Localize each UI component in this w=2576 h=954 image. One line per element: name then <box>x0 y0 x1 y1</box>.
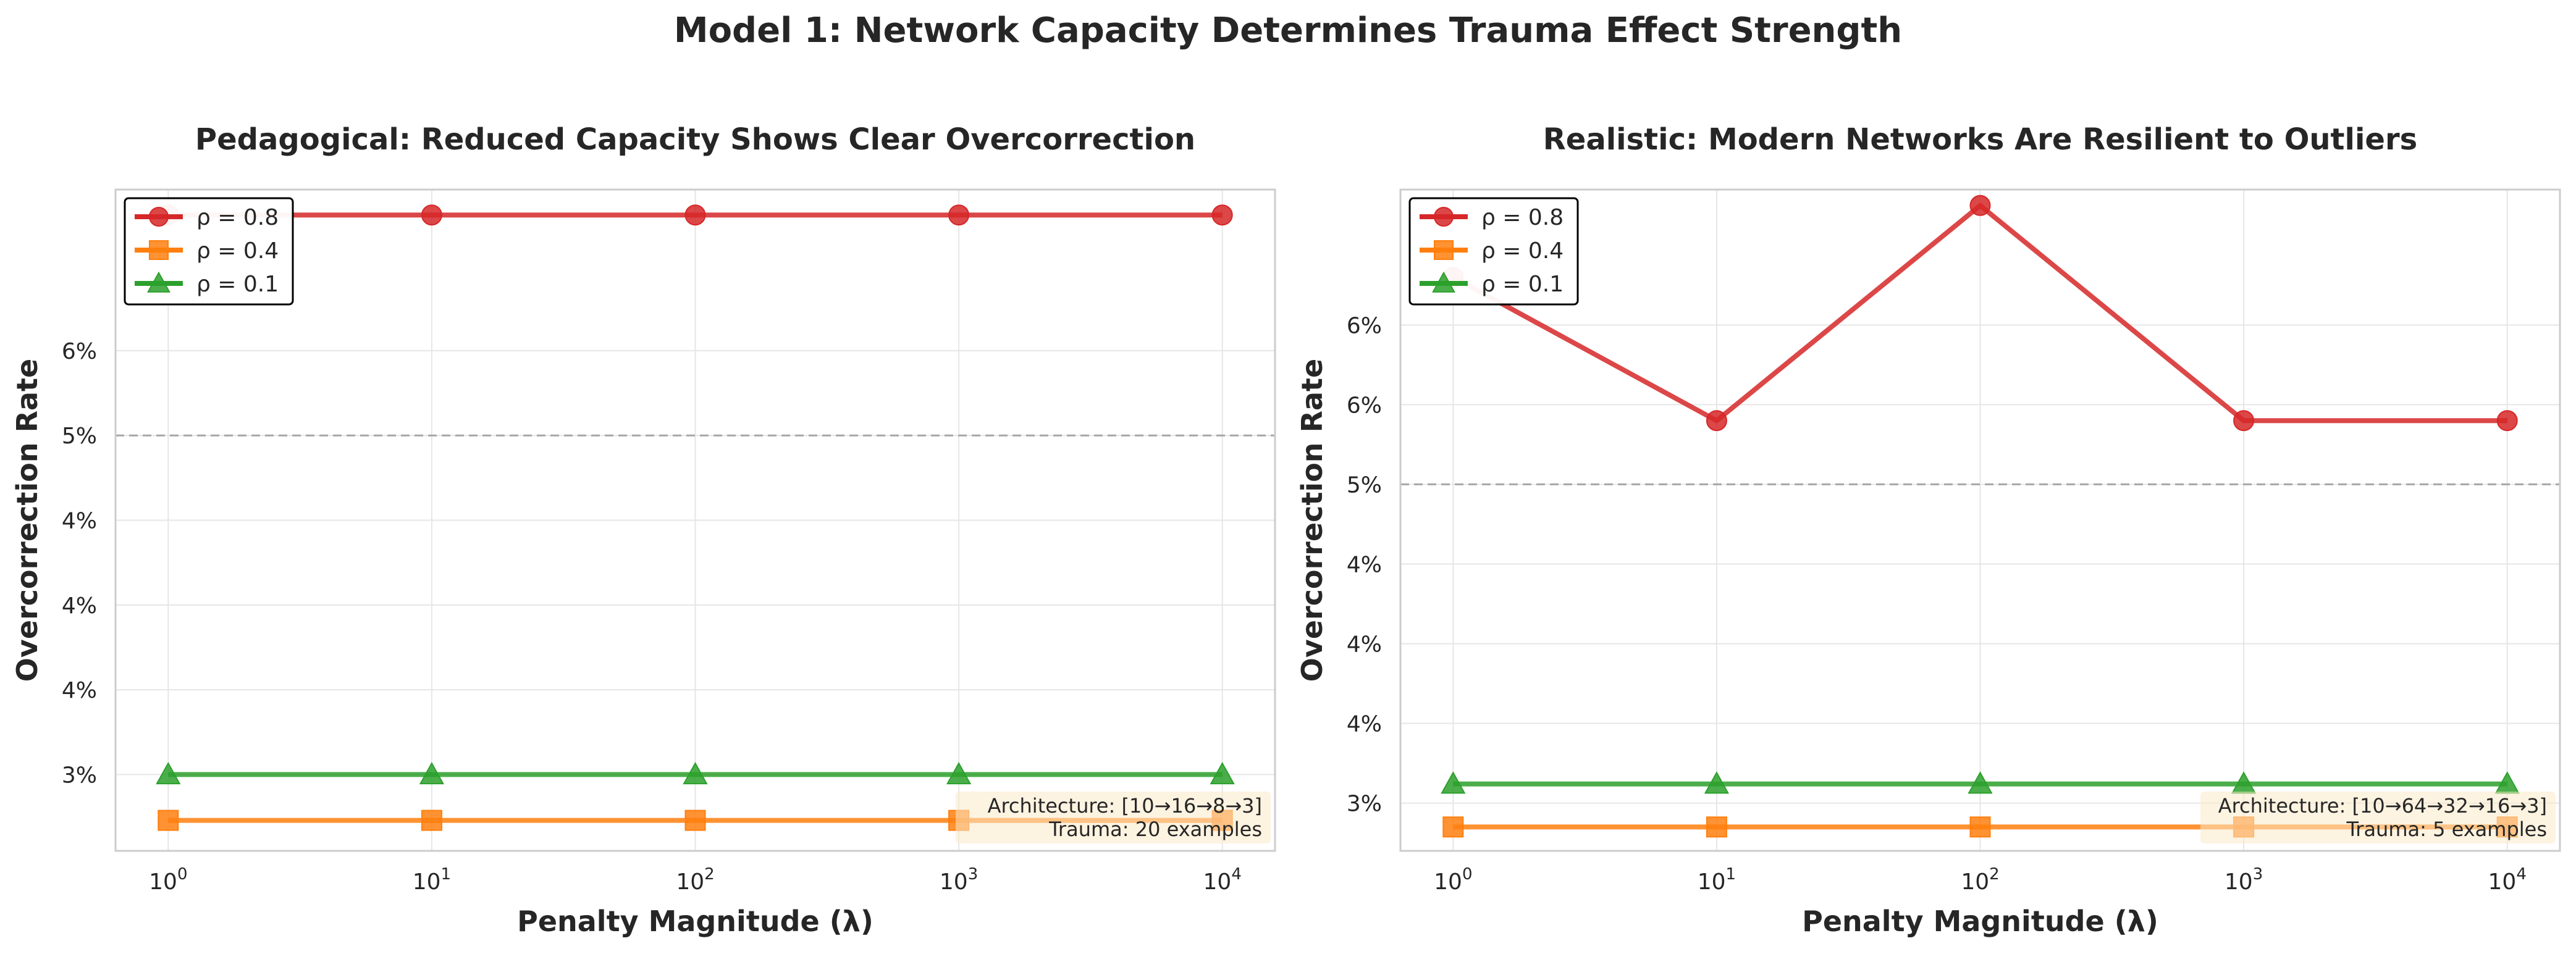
x-tick-label: 102 <box>676 865 714 895</box>
legend: ρ = 0.8 ρ = 0.4 ρ = 0.1 <box>1408 197 1579 306</box>
data-point <box>2496 410 2518 432</box>
data-point <box>1211 204 1233 226</box>
x-tick-label: 100 <box>1434 865 1472 895</box>
legend-marker <box>1434 240 1454 260</box>
y-axis-label: Overcorrection Rate <box>11 359 44 682</box>
y-tick-label: 3% <box>62 763 97 788</box>
x-tick-label: 104 <box>1203 865 1242 895</box>
data-point <box>948 204 970 226</box>
legend-box <box>124 197 294 306</box>
data-point <box>684 810 706 831</box>
data-point <box>158 810 179 831</box>
series-triangle <box>156 761 1235 785</box>
y-tick-label: 6% <box>1347 313 1382 338</box>
data-point <box>421 204 442 226</box>
legend-marker <box>149 207 169 227</box>
axes-frame <box>1399 188 2561 852</box>
figure-title: Model 1: Network Capacity Determines Tra… <box>674 10 1902 51</box>
x-tick-label: 103 <box>2225 865 2263 895</box>
x-axis-label: Penalty Magnitude (λ) <box>1802 905 2158 938</box>
data-point <box>1969 195 1991 216</box>
x-tick-label: 101 <box>413 865 451 895</box>
x-axis-label: Penalty Magnitude (λ) <box>517 905 873 938</box>
panel-title: Realistic: Modern Networks Are Resilient… <box>1543 122 2417 157</box>
legend: ρ = 0.8 ρ = 0.4 ρ = 0.1 <box>124 197 294 306</box>
y-tick-label: 4% <box>62 509 97 534</box>
data-point <box>421 810 442 831</box>
data-point <box>419 761 445 785</box>
y-tick-label: 4% <box>1347 712 1382 737</box>
data-point <box>1210 761 1235 785</box>
series-triangle <box>1441 771 2520 794</box>
chart-panels: Pedagogical: Reduced Capacity Shows Clea… <box>11 122 2561 938</box>
annotation-text: Architecture: [10→64→32→16→3] <box>2218 794 2547 818</box>
data-point <box>1706 410 1727 432</box>
y-axis-label: Overcorrection Rate <box>1295 359 1329 682</box>
x-tick-label: 100 <box>149 865 187 895</box>
legend-label: ρ = 0.4 <box>1481 238 1564 264</box>
legend-label: ρ = 0.1 <box>1481 272 1564 297</box>
chart-panel-2: Realistic: Modern Networks Are Resilient… <box>1295 122 2561 938</box>
legend-label: ρ = 0.1 <box>196 272 279 297</box>
legend-marker <box>1434 207 1454 227</box>
annotation-text: Architecture: [10→16→8→3] <box>988 794 1262 818</box>
annotation: Architecture: [10→64→32→16→3]Trauma: 5 e… <box>2200 792 2556 843</box>
x-tick-label: 102 <box>1961 865 1999 895</box>
data-point <box>2233 410 2255 432</box>
legend-label: ρ = 0.8 <box>1481 205 1564 230</box>
data-point <box>156 761 181 785</box>
annotation-box <box>956 792 1271 843</box>
y-tick-label: 6% <box>62 339 97 364</box>
x-tick-label: 101 <box>1698 865 1736 895</box>
data-point <box>1441 771 1466 794</box>
legend-label: ρ = 0.4 <box>196 238 279 264</box>
legend-box <box>1408 197 1579 306</box>
data-point <box>1442 816 1464 838</box>
legend-marker <box>147 271 170 293</box>
legend-marker <box>1432 271 1455 293</box>
y-tick-label: 6% <box>1347 393 1382 418</box>
y-tick-label: 4% <box>62 678 97 703</box>
legend-label: ρ = 0.8 <box>196 205 279 230</box>
legend-marker <box>149 240 169 260</box>
y-tick-label: 4% <box>62 593 97 619</box>
y-tick-label: 4% <box>1347 632 1382 658</box>
data-point <box>1704 771 1730 794</box>
y-tick-label: 3% <box>1347 792 1382 817</box>
data-point <box>684 204 706 226</box>
data-point <box>1706 816 1727 838</box>
y-tick-label: 4% <box>1347 552 1382 577</box>
data-point <box>683 761 708 785</box>
axes-frame <box>114 188 1276 852</box>
panel-title: Pedagogical: Reduced Capacity Shows Clea… <box>195 122 1195 157</box>
y-tick-label: 5% <box>1347 472 1382 498</box>
chart-panel-1: Pedagogical: Reduced Capacity Shows Clea… <box>11 122 1276 938</box>
y-tick-label: 5% <box>62 424 97 449</box>
data-point <box>946 761 972 785</box>
data-point <box>1968 771 1993 794</box>
annotation-text: Trauma: 20 examples <box>1048 818 1262 841</box>
data-point <box>1969 816 1991 838</box>
x-tick-label: 104 <box>2488 865 2527 895</box>
x-tick-label: 103 <box>940 865 978 895</box>
annotation-box <box>2200 792 2556 843</box>
annotation-text: Trauma: 5 examples <box>2346 818 2547 841</box>
annotation: Architecture: [10→16→8→3]Trauma: 20 exam… <box>956 792 1271 843</box>
